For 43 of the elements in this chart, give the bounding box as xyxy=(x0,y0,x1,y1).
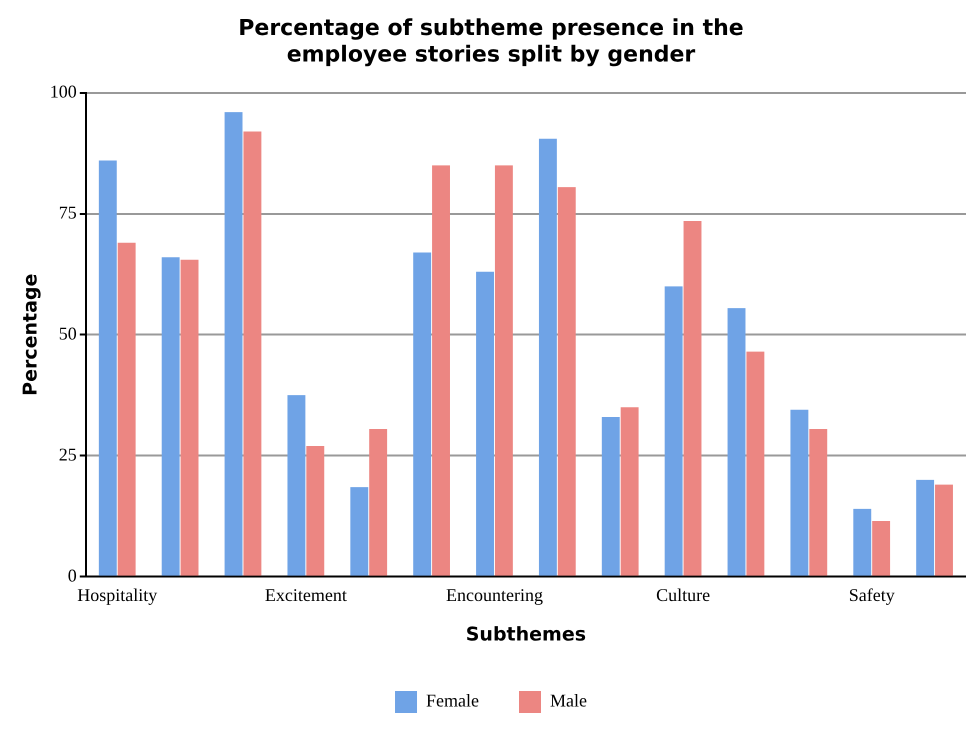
bar xyxy=(98,160,117,576)
bar xyxy=(853,508,872,576)
bar xyxy=(243,132,262,576)
bar xyxy=(790,410,808,576)
bar xyxy=(494,165,513,576)
x-tick-label: Hospitality xyxy=(77,585,158,606)
bar xyxy=(287,395,306,576)
bar xyxy=(746,352,764,576)
bar xyxy=(916,480,934,576)
chart-title: Percentage of subtheme presence in the employee stories split by gender xyxy=(238,16,744,68)
bar xyxy=(413,252,432,576)
y-tick-label: 100 xyxy=(50,82,77,102)
bar xyxy=(306,446,324,576)
bar xyxy=(620,407,639,576)
bar xyxy=(224,112,243,576)
y-tick-label: 50 xyxy=(58,323,77,344)
bar xyxy=(180,260,198,576)
bar xyxy=(350,487,368,576)
x-axis-title: Subthemes xyxy=(466,624,586,646)
y-tick-label: 75 xyxy=(58,202,77,222)
legend-label: Male xyxy=(550,690,587,711)
y-axis-title: Percentage xyxy=(19,274,42,396)
y-tick-label: 0 xyxy=(68,565,77,586)
bar xyxy=(664,286,683,576)
y-tick-label: 25 xyxy=(58,444,77,464)
bar xyxy=(162,257,180,576)
x-tick-label: Encountering xyxy=(446,585,543,606)
bar xyxy=(935,484,953,576)
bar xyxy=(476,272,494,576)
x-tick-label: Excitement xyxy=(264,585,347,606)
bar xyxy=(558,187,576,576)
bar xyxy=(538,138,557,576)
bar xyxy=(728,308,746,576)
bar xyxy=(684,221,702,576)
bar xyxy=(872,520,890,576)
x-tick-label: Safety xyxy=(848,585,895,606)
x-tick-label: Culture xyxy=(656,585,710,606)
bar xyxy=(432,165,450,576)
legend-label: Female xyxy=(426,690,480,711)
bar xyxy=(809,429,828,576)
bar xyxy=(118,242,136,576)
bar xyxy=(369,429,388,576)
bar xyxy=(602,416,620,576)
